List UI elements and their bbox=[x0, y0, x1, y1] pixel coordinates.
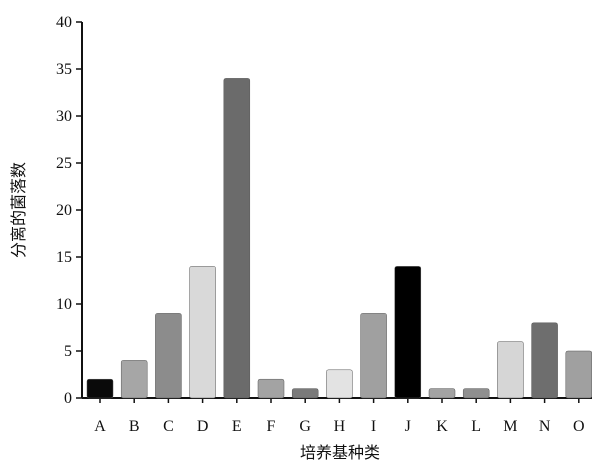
bar-H bbox=[326, 369, 353, 399]
y-tick-label: 40 bbox=[56, 14, 72, 31]
x-tick-label-E: E bbox=[232, 418, 242, 435]
bar-F bbox=[257, 378, 285, 399]
y-tick-label: 30 bbox=[56, 108, 72, 125]
bar-E bbox=[223, 78, 251, 399]
x-tick-label-D: D bbox=[197, 418, 209, 435]
x-tick-label-N: N bbox=[539, 418, 551, 435]
x-tick-label-L: L bbox=[471, 418, 481, 435]
y-tick-label: 10 bbox=[56, 296, 72, 313]
x-tick-label-J: J bbox=[405, 418, 411, 435]
bar-J bbox=[394, 266, 422, 399]
y-tick-label: 0 bbox=[64, 390, 72, 407]
x-axis: A B C D E F G H I J K L M N O bbox=[82, 397, 592, 435]
bar-O bbox=[565, 350, 592, 399]
y-tick-label: 20 bbox=[56, 202, 72, 219]
bar-G bbox=[291, 388, 319, 399]
bar-I bbox=[360, 313, 387, 399]
y-tick-label: 25 bbox=[56, 155, 72, 172]
x-axis-title: 培养基种类 bbox=[300, 443, 380, 462]
x-tick-label-H: H bbox=[334, 418, 346, 435]
bar-A bbox=[86, 378, 114, 399]
y-tick-label: 35 bbox=[56, 61, 72, 78]
x-tick-label-G: G bbox=[299, 418, 311, 435]
y-axis: 0 5 10 15 20 25 30 35 40 bbox=[56, 14, 83, 407]
bar-L bbox=[462, 388, 490, 399]
x-tick-label-A: A bbox=[94, 418, 106, 435]
x-tick-label-C: C bbox=[163, 418, 174, 435]
x-tick-label-B: B bbox=[129, 418, 140, 435]
x-tick-label-M: M bbox=[503, 418, 517, 435]
y-axis-title: 分离的菌落数 bbox=[9, 162, 28, 258]
bar-B bbox=[120, 360, 148, 399]
bar-M bbox=[497, 341, 524, 399]
bar-D bbox=[189, 266, 216, 399]
x-tick-label-I: I bbox=[371, 418, 376, 435]
x-tick-label-F: F bbox=[267, 418, 276, 435]
bars-group bbox=[86, 78, 592, 399]
bar-K bbox=[428, 388, 456, 399]
bar-N bbox=[531, 322, 558, 399]
x-tick-label-O: O bbox=[573, 418, 585, 435]
x-tick-label-K: K bbox=[436, 418, 448, 435]
y-tick-label: 5 bbox=[64, 343, 72, 360]
bar-C bbox=[155, 313, 182, 399]
y-tick-label: 15 bbox=[56, 249, 72, 266]
